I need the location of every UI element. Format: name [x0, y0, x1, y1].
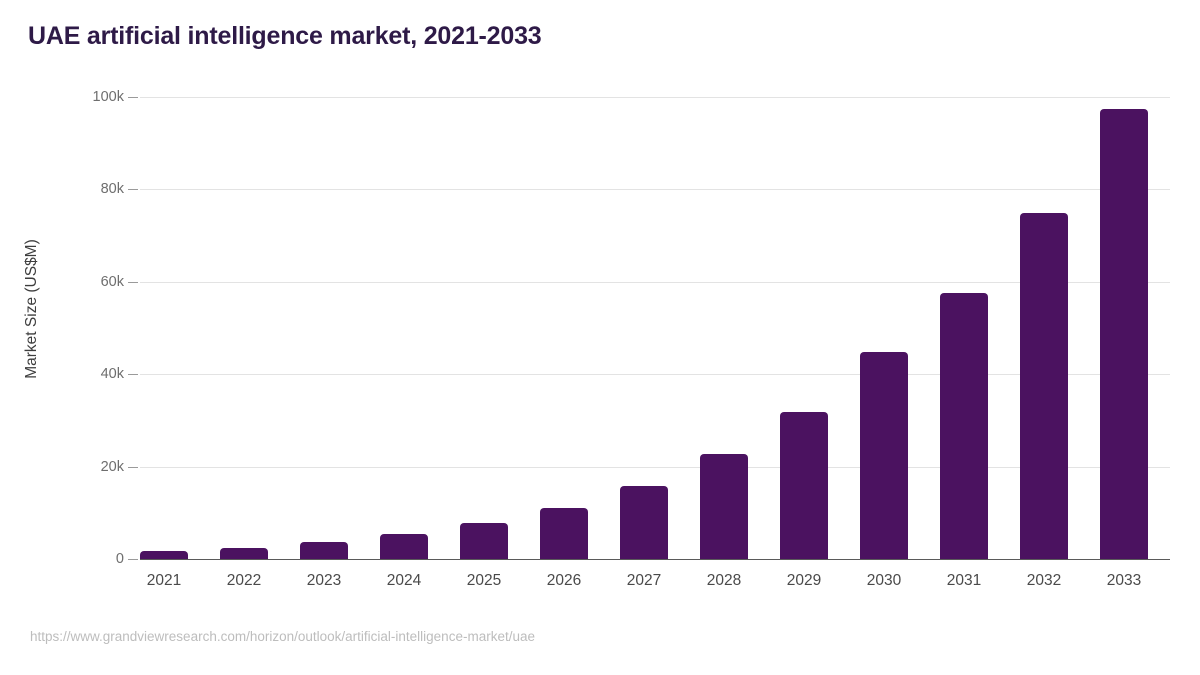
x-axis-tick-label: 2025 — [466, 572, 502, 589]
x-axis-tick-label: 2022 — [226, 572, 262, 589]
bar[interactable] — [140, 551, 188, 559]
bar[interactable] — [780, 412, 828, 559]
x-axis-tick-label: 2031 — [946, 572, 982, 589]
x-axis-tick-label: 2033 — [1106, 572, 1142, 589]
plot-area — [140, 97, 1170, 560]
gridline — [140, 374, 1170, 376]
y-axis-tick-label: 60k — [100, 273, 124, 290]
y-axis-tick-mark — [128, 189, 138, 191]
bar[interactable] — [540, 507, 588, 559]
bar[interactable] — [700, 454, 748, 559]
source-url[interactable]: https://www.grandviewresearch.com/horizo… — [30, 629, 535, 644]
bar[interactable] — [460, 522, 508, 559]
bar[interactable] — [1020, 213, 1068, 559]
y-axis-tick-mark — [128, 281, 138, 283]
bar[interactable] — [1100, 109, 1148, 559]
bar[interactable] — [940, 292, 988, 559]
gridline — [140, 97, 1170, 98]
gridline — [140, 281, 1170, 283]
x-axis-ticks: 2021 2022 2023 2024 2025 2026 2027 2028 2029 2030… — [140, 572, 1170, 598]
y-axis-tick-label: 80k — [100, 181, 124, 198]
bar[interactable] — [300, 541, 348, 559]
bar[interactable] — [620, 486, 668, 559]
y-axis-ticks: 0 20k 40k 60k 80k 100k — [38, 89, 138, 567]
x-axis-tick-label: 2021 — [146, 572, 182, 589]
y-axis-tick-label: 20k — [100, 458, 124, 475]
bar[interactable] — [220, 547, 268, 559]
y-axis-title: Market Size (US$M) — [23, 239, 40, 379]
y-axis-tick-label: 100k — [92, 89, 124, 105]
y-axis-tick-mark — [128, 374, 138, 376]
y-axis-tick-mark — [128, 466, 138, 468]
bar-series — [140, 97, 1170, 559]
gridline — [140, 466, 1170, 468]
x-axis-tick-label: 2024 — [386, 572, 422, 589]
x-axis-tick-label: 2030 — [866, 572, 902, 589]
x-axis-tick-label: 2032 — [1026, 572, 1062, 589]
bar[interactable] — [380, 534, 428, 559]
y-axis-tick-mark — [128, 97, 138, 98]
x-axis-tick-label: 2028 — [706, 572, 742, 589]
page-title: UAE artificial intelligence market, 2021… — [28, 22, 542, 50]
gridline — [140, 189, 1170, 191]
gridline — [140, 559, 1170, 560]
y-axis-tick-label: 0 — [115, 551, 124, 567]
x-axis-tick-label: 2026 — [546, 572, 582, 589]
y-axis-tick-label: 40k — [100, 366, 124, 383]
x-axis-tick-label: 2027 — [626, 572, 662, 589]
x-axis-tick-label: 2029 — [786, 572, 822, 589]
bar[interactable] — [860, 351, 908, 559]
y-axis-tick-mark — [128, 559, 138, 560]
x-axis-tick-label: 2023 — [306, 572, 342, 589]
